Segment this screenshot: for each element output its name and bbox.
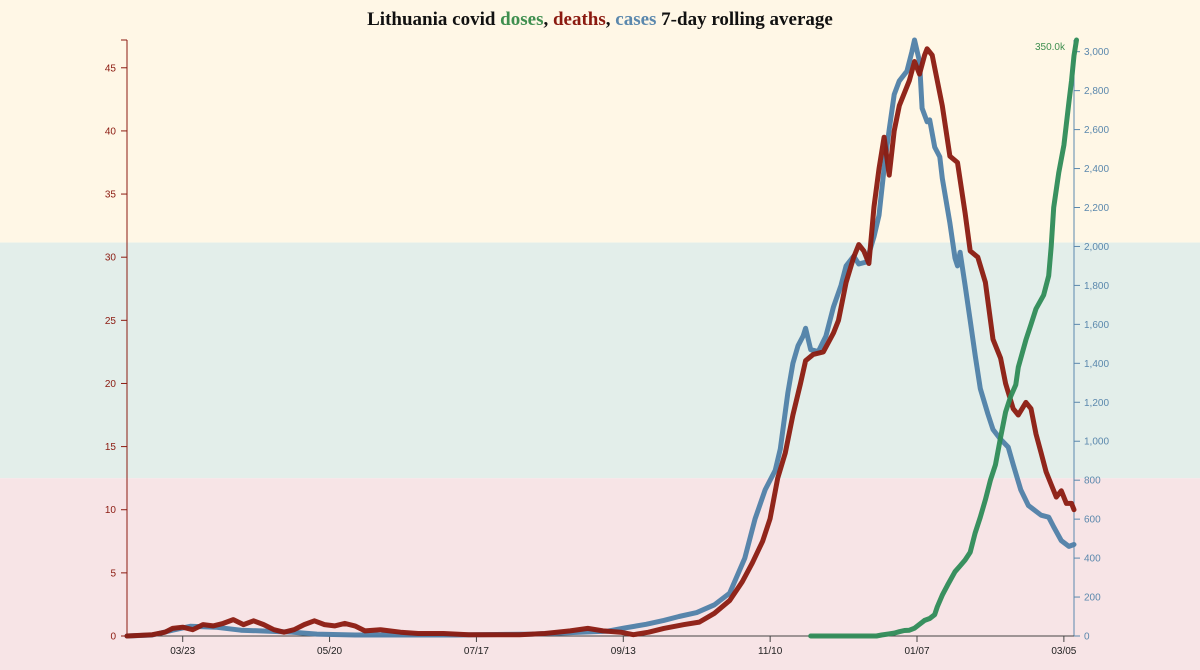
x-tick-label: 09/13 bbox=[611, 646, 636, 657]
left-tick-label: 35 bbox=[105, 190, 117, 201]
left-tick-label: 30 bbox=[105, 253, 117, 264]
title-part: Lithuania covid bbox=[367, 9, 500, 30]
right-tick-label: 400 bbox=[1084, 554, 1101, 565]
right-tick-label: 1,200 bbox=[1084, 398, 1109, 409]
title-part: deaths bbox=[553, 9, 606, 30]
title-part: , bbox=[543, 9, 553, 30]
right-tick-label: 2,200 bbox=[1084, 203, 1109, 214]
x-tick-label: 05/20 bbox=[317, 646, 342, 657]
right-tick-label: 1,800 bbox=[1084, 281, 1109, 292]
left-tick-label: 15 bbox=[105, 442, 117, 453]
x-tick-label: 03/23 bbox=[170, 646, 195, 657]
x-tick-label: 03/05 bbox=[1051, 646, 1076, 657]
x-tick-label: 01/07 bbox=[904, 646, 929, 657]
right-tick-label: 1,000 bbox=[1084, 437, 1109, 448]
background-band bbox=[0, 0, 1200, 243]
right-tick-label: 2,400 bbox=[1084, 164, 1109, 175]
x-tick-label: 07/17 bbox=[464, 646, 489, 657]
right-tick-label: 2,800 bbox=[1084, 86, 1109, 97]
title-part: doses bbox=[500, 9, 543, 30]
left-tick-label: 40 bbox=[105, 126, 117, 137]
left-tick-label: 0 bbox=[110, 632, 116, 643]
axes: 0 5 10 15 20 25 30 35 40 45 0 200 400 600 800 1,000 1,20… bbox=[105, 39, 1109, 657]
right-tick-label: 0 bbox=[1084, 632, 1090, 643]
x-tick-label: 11/10 bbox=[758, 646, 783, 657]
right-tick-label: 1,600 bbox=[1084, 320, 1109, 331]
left-tick-label: 25 bbox=[105, 316, 117, 327]
title-part: 7-day rolling average bbox=[656, 9, 832, 30]
left-tick-label: 20 bbox=[105, 379, 117, 390]
left-tick-label: 10 bbox=[105, 505, 117, 516]
title-part: , bbox=[606, 9, 616, 30]
background-band bbox=[0, 478, 1200, 670]
right-tick-label: 200 bbox=[1084, 593, 1101, 604]
series-line-deaths bbox=[124, 46, 1077, 639]
chart-title: Lithuania covid doses, deaths, cases 7-d… bbox=[367, 9, 833, 30]
series-lines bbox=[124, 37, 1079, 639]
right-tick-label: 1,400 bbox=[1084, 359, 1109, 370]
right-tick-label: 2,000 bbox=[1084, 242, 1109, 253]
right-tick-label: 800 bbox=[1084, 476, 1101, 487]
right-tick-label: 2,600 bbox=[1084, 125, 1109, 136]
left-tick-label: 45 bbox=[105, 63, 117, 74]
right-tick-label: 600 bbox=[1084, 515, 1101, 526]
doses-max-label: 350.0k bbox=[1035, 42, 1066, 53]
right-tick-label: 3,000 bbox=[1084, 47, 1109, 58]
left-tick-label: 5 bbox=[110, 568, 116, 579]
series-line-doses bbox=[808, 37, 1079, 639]
title-part: cases bbox=[615, 9, 656, 30]
